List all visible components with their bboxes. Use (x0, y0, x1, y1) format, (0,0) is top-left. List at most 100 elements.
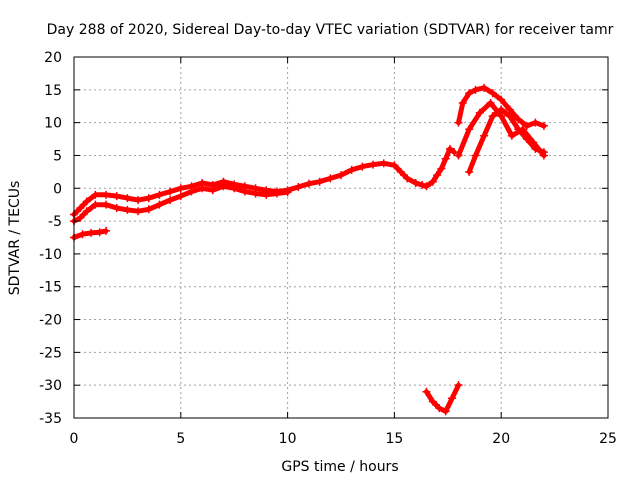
data-point (522, 135, 531, 144)
x-tick-label: 5 (176, 431, 185, 447)
data-point (454, 381, 463, 390)
data-point (522, 121, 531, 130)
data-point (422, 387, 431, 396)
data-point (475, 108, 484, 117)
data-point (441, 407, 450, 416)
data-point (435, 404, 444, 413)
data-point (514, 115, 523, 124)
data-point (176, 184, 185, 193)
data-point (240, 187, 249, 196)
y-tick-label: -25 (39, 345, 62, 361)
data-point (91, 200, 100, 209)
axis-ticks: 20 15 10 5 0 -5 -10 -15 -20 -25 -30 -35 0 5 10 15 20 25 (39, 50, 617, 447)
y-axis-label: SDTVAR / TECUs (7, 181, 23, 296)
data-point (539, 148, 548, 157)
data-point (488, 89, 497, 98)
data-point (166, 187, 175, 196)
x-tick-label: 25 (599, 431, 617, 447)
data-point (315, 177, 324, 186)
data-point (422, 182, 431, 191)
data-point (390, 161, 399, 170)
data-point (123, 205, 132, 214)
data-point (102, 200, 111, 209)
data-point (78, 230, 87, 239)
data-point (166, 196, 175, 205)
data-point (91, 190, 100, 199)
data-point (369, 160, 378, 169)
data-point (144, 194, 153, 203)
data-point (514, 125, 523, 134)
data-point (230, 184, 239, 193)
data-point (155, 200, 164, 209)
data-point (208, 186, 217, 195)
data-point (418, 180, 427, 189)
x-tick-label: 15 (385, 431, 403, 447)
y-tick-label: 10 (44, 116, 62, 132)
data-point (198, 184, 207, 193)
data-point (144, 205, 153, 214)
data-point (437, 164, 446, 173)
data-point (396, 167, 405, 176)
data-point (531, 118, 540, 127)
data-point (471, 151, 480, 160)
data-point (505, 112, 514, 121)
data-point (134, 196, 143, 205)
data-point (458, 98, 467, 107)
data-point (82, 207, 91, 216)
data-point (155, 190, 164, 199)
data-point (531, 144, 540, 153)
data-point (112, 192, 121, 201)
data-point (465, 89, 474, 98)
data-point (219, 182, 228, 191)
y-tick-label: 5 (53, 148, 62, 164)
data-point (76, 213, 85, 222)
y-tick-label: 20 (44, 50, 62, 66)
data-point (337, 171, 345, 180)
y-tick-label: -10 (39, 247, 62, 263)
data-point (187, 187, 196, 196)
data-point (471, 85, 480, 94)
data-point (539, 121, 548, 130)
data-point (134, 207, 143, 216)
x-axis-label: GPS time / hours (281, 459, 398, 475)
y-tick-label: 15 (44, 83, 62, 99)
data-point (450, 148, 459, 157)
data-point (497, 105, 506, 114)
data-point (454, 118, 463, 127)
data-point (465, 167, 474, 176)
grid (74, 57, 608, 418)
data-point (486, 98, 495, 107)
data-point (433, 171, 442, 180)
data-series (70, 83, 548, 416)
data-point (507, 131, 516, 140)
series-band-main-trace-upper (71, 146, 457, 217)
data-point (112, 203, 121, 212)
data-point (304, 179, 313, 188)
data-point (326, 174, 335, 183)
series-band-main-trace-lower (71, 183, 291, 224)
data-point (445, 144, 454, 153)
data-point (454, 151, 463, 160)
data-point (480, 83, 489, 92)
data-point (262, 190, 271, 199)
y-tick-label: -30 (39, 378, 62, 394)
data-point (102, 226, 111, 235)
data-point (497, 95, 506, 104)
data-point (76, 203, 85, 212)
series-band-outlier-dip (423, 382, 461, 414)
data-point (102, 190, 111, 199)
y-tick-label: -5 (48, 214, 62, 230)
data-point (480, 131, 489, 140)
chart-title: Day 288 of 2020, Sidereal Day-to-day VTE… (47, 22, 614, 38)
data-point (251, 189, 260, 198)
x-tick-label: 0 (70, 431, 79, 447)
data-point (441, 154, 450, 163)
data-point (465, 125, 474, 134)
y-tick-label: -15 (39, 280, 62, 296)
data-point (379, 159, 388, 168)
x-tick-label: 10 (279, 431, 297, 447)
y-tick-label: -20 (39, 313, 62, 329)
data-point (294, 182, 303, 191)
data-point (272, 189, 281, 198)
data-point (411, 179, 420, 188)
